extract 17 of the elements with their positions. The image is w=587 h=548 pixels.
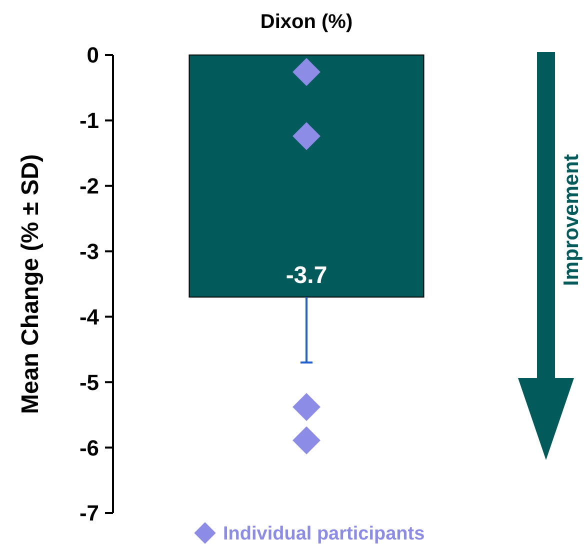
y-tick-label: -6 xyxy=(79,435,99,460)
y-tick-label: -7 xyxy=(79,500,99,526)
y-tick-label: -5 xyxy=(79,370,99,395)
point xyxy=(292,58,320,86)
y-axis-title: Mean Change (% ± SD) xyxy=(17,154,44,414)
legend-label: Individual participants xyxy=(223,524,425,545)
y-tick-label: 0 xyxy=(86,42,99,68)
text: Improvement xyxy=(560,154,583,286)
point xyxy=(292,393,320,421)
point xyxy=(292,122,320,150)
x-tick-label: Dixon (%) xyxy=(260,11,353,33)
y-tick-label: -3 xyxy=(79,238,99,264)
data-label: -3.7 xyxy=(286,262,328,290)
y-tick-label: -4 xyxy=(79,304,100,330)
y-tick-label: -2 xyxy=(79,174,99,199)
y-tick-label: -1 xyxy=(79,108,99,134)
point xyxy=(292,426,320,454)
